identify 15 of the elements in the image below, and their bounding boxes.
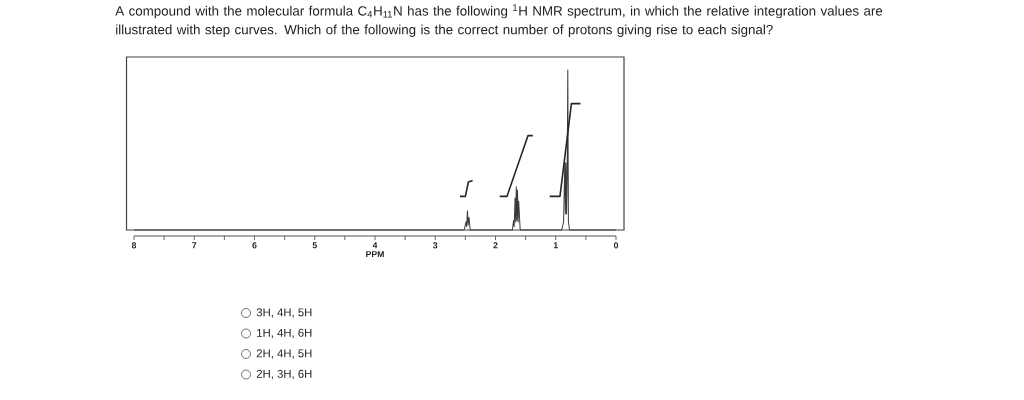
text: 1H, 4H, 6H	[257, 328, 312, 339]
x-tick-label: 7	[192, 242, 197, 249]
x-tick-label: 4	[372, 242, 378, 249]
x-tick-label: 6	[252, 242, 257, 249]
x-tick-label: 0	[613, 242, 619, 249]
x-tick-label: 3	[433, 242, 438, 249]
text: 3H, 4H, 5H	[256, 308, 312, 318]
text: 2H, 3H, 6H	[256, 369, 312, 380]
x-tick-label: 5	[312, 242, 317, 249]
x-axis-title: PPM	[366, 251, 384, 258]
x-tick-label: 2	[493, 242, 498, 249]
chart-title: A compound with the molecular formula C$_{4}$H$_{11}$N has the following $^{1}$H NMR spectrum, in which the relative integration values are illustrated with step curves. Which of the following is the correct number of protons giving rise to each signal?	[115, 4, 883, 37]
x-tick-label: 8	[131, 242, 137, 249]
x-tick-label: 1	[553, 242, 558, 249]
text: 2H, 4H, 5H	[256, 349, 312, 359]
